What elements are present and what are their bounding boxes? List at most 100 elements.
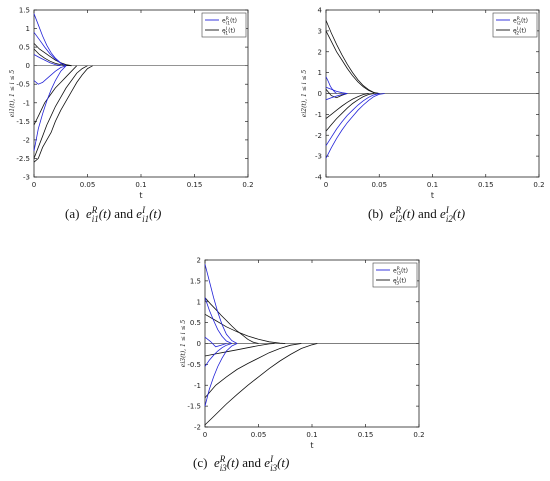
caption-joiner: and — [418, 206, 441, 221]
series-line-imag — [33, 43, 72, 67]
x-tick-label: 0.1 — [306, 431, 317, 439]
series-line-imag — [325, 93, 369, 119]
legend-label: eI i2(t) — [513, 26, 526, 37]
x-tick-label: 0.15 — [478, 181, 494, 189]
legend: eR i2(t)eI i2(t) — [492, 12, 538, 38]
legend-label: eR i3(t) — [393, 266, 408, 277]
caption-joiner: and — [114, 206, 137, 221]
x-tick-label: 0.15 — [187, 181, 203, 189]
chart-b: 0 0.05 0.1 0.15 0.2 -4 -3 -2 -1 0 1 2 3 4 t ei2(t), 1 ≤… — [301, 7, 545, 201]
y-tick-label: 1 — [26, 25, 30, 33]
series-line-imag — [325, 20, 380, 94]
series-line-imag — [204, 297, 259, 344]
y-tick-label: 0 — [197, 340, 201, 348]
legend-label: eR i1(t) — [222, 16, 237, 27]
plot-frame — [33, 9, 249, 178]
series-line-imag — [204, 343, 318, 426]
series-line-imag — [204, 343, 302, 399]
y-tick-label: -2 — [194, 424, 201, 432]
x-tick-label: 0.05 — [80, 181, 96, 189]
y-tick-label: -1.5 — [187, 403, 201, 411]
y-tick-label: -0.5 — [187, 361, 201, 369]
y-tick-label: -1 — [315, 111, 322, 119]
series-line-imag — [33, 65, 78, 126]
x-tick-label: 0.2 — [413, 431, 424, 439]
y-tick-label: -1.5 — [16, 118, 30, 126]
y-axis-label: ei3(t), 1 ≤ i ≤ 5 — [180, 320, 187, 368]
y-tick-label: -2 — [315, 132, 322, 140]
legend-label: eI i3(t) — [393, 276, 406, 287]
series-line-real — [325, 93, 348, 101]
x-tick-label: 0 — [203, 431, 207, 439]
y-tick-label: 0 — [318, 90, 322, 98]
y-tick-label: 2 — [197, 257, 201, 265]
y-tick-label: 0 — [26, 62, 30, 70]
legend: eR i3(t)eI i3(t) — [372, 262, 418, 288]
y-tick-label: -2.5 — [16, 155, 30, 163]
series-line-imag — [325, 30, 380, 94]
series-line-real — [325, 86, 348, 94]
x-tick-label: 0.2 — [533, 181, 544, 189]
y-axis-label: ei2(t), 1 ≤ i ≤ 5 — [301, 70, 308, 118]
x-tick-label: 0.15 — [358, 431, 374, 439]
caption-label: (a) — [65, 206, 80, 221]
series-line-imag — [325, 89, 348, 99]
legend-box — [372, 262, 418, 288]
series-line-real — [204, 343, 232, 367]
chart-panel-b: 0 0.05 0.1 0.15 0.2 -4 -3 -2 -1 0 1 2 3 4 t ei2(t), 1 ≤… — [275, 0, 550, 230]
y-tick-label: 1.5 — [190, 277, 201, 285]
chart-panel-a: 0 0.05 0.1 0.15 0.2 -3 -2.5 -2 -1.5 -1 -0.5 0 0.5 1 1.… — [0, 0, 275, 230]
series-line-real — [33, 65, 67, 152]
y-tick-label: 4 — [318, 7, 323, 15]
series-line-real — [33, 65, 67, 85]
caption-label: (c) — [193, 455, 208, 470]
y-tick-label: -0.5 — [16, 81, 30, 89]
legend-box — [492, 12, 538, 38]
series-line-real — [204, 264, 238, 344]
legend-box — [201, 12, 247, 38]
series-line-real — [33, 54, 61, 67]
x-axis-label: t — [310, 441, 313, 450]
x-tick-label: 0 — [324, 181, 328, 189]
y-tick-label: 1.5 — [19, 7, 30, 15]
caption-joiner: and — [242, 455, 265, 470]
series-line-imag — [204, 343, 275, 357]
x-tick-label: 0.05 — [371, 181, 387, 189]
y-tick-label: -3 — [315, 153, 322, 161]
chart-a: 0 0.05 0.1 0.15 0.2 -3 -2.5 -2 -1.5 -1 -0.5 0 0.5 1 1.… — [9, 7, 254, 201]
x-tick-label: 0 — [32, 181, 36, 189]
series-line-imag — [33, 65, 88, 159]
y-tick-label: 3 — [318, 27, 322, 35]
legend: eR i1(t)eI i1(t) — [201, 12, 247, 38]
series-line-real — [325, 76, 337, 94]
series-line-imag — [204, 313, 286, 344]
series-line-real — [204, 336, 227, 348]
x-tick-label: 0.05 — [251, 431, 267, 439]
y-tick-label: 1 — [197, 298, 201, 306]
y-tick-label: 1 — [318, 69, 322, 77]
x-axis-label: t — [431, 191, 434, 200]
series-line-imag — [325, 93, 374, 132]
x-tick-label: 0.2 — [242, 181, 253, 189]
y-tick-label: -1 — [194, 382, 201, 390]
legend-label: eI i1(t) — [222, 26, 235, 37]
y-tick-label: -1 — [23, 99, 30, 107]
y-tick-label: -2 — [23, 136, 30, 144]
y-axis-label: ei1(t), 1 ≤ i ≤ 5 — [9, 70, 16, 118]
series-line-real — [204, 343, 238, 407]
legend-label: eR i2(t) — [513, 16, 528, 27]
y-tick-label: 0.5 — [190, 319, 201, 327]
y-tick-label: 0.5 — [19, 44, 30, 52]
y-tick-label: -4 — [315, 174, 323, 182]
chart-c: 0 0.05 0.1 0.15 0.2 -2 -1.5 -1 -0.5 0 0.5 1 1.5 2 t ei3… — [180, 257, 425, 451]
series-line-imag — [33, 65, 93, 163]
series-line-real — [325, 93, 385, 159]
x-axis-label: t — [139, 191, 142, 200]
